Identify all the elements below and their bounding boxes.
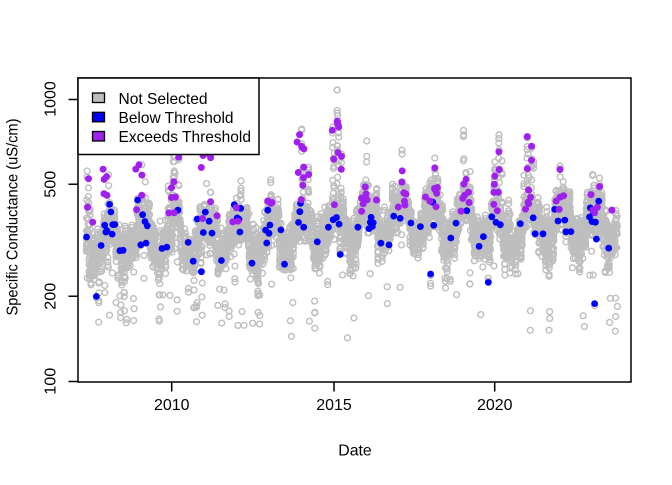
svg-text:100: 100 [43, 368, 60, 395]
svg-text:2020: 2020 [477, 397, 513, 414]
svg-text:Below Threshold: Below Threshold [119, 110, 234, 127]
svg-text:Not Selected: Not Selected [119, 91, 208, 108]
svg-text:500: 500 [43, 171, 60, 198]
svg-text:Date: Date [338, 443, 372, 460]
svg-text:Exceeds Threshold: Exceeds Threshold [119, 129, 252, 146]
svg-text:2010: 2010 [154, 397, 190, 414]
svg-text:1000: 1000 [43, 81, 60, 117]
svg-text:Specific Conductance (uS/cm): Specific Conductance (uS/cm) [5, 119, 22, 316]
svg-text:2015: 2015 [316, 397, 352, 414]
svg-text:200: 200 [43, 283, 60, 310]
